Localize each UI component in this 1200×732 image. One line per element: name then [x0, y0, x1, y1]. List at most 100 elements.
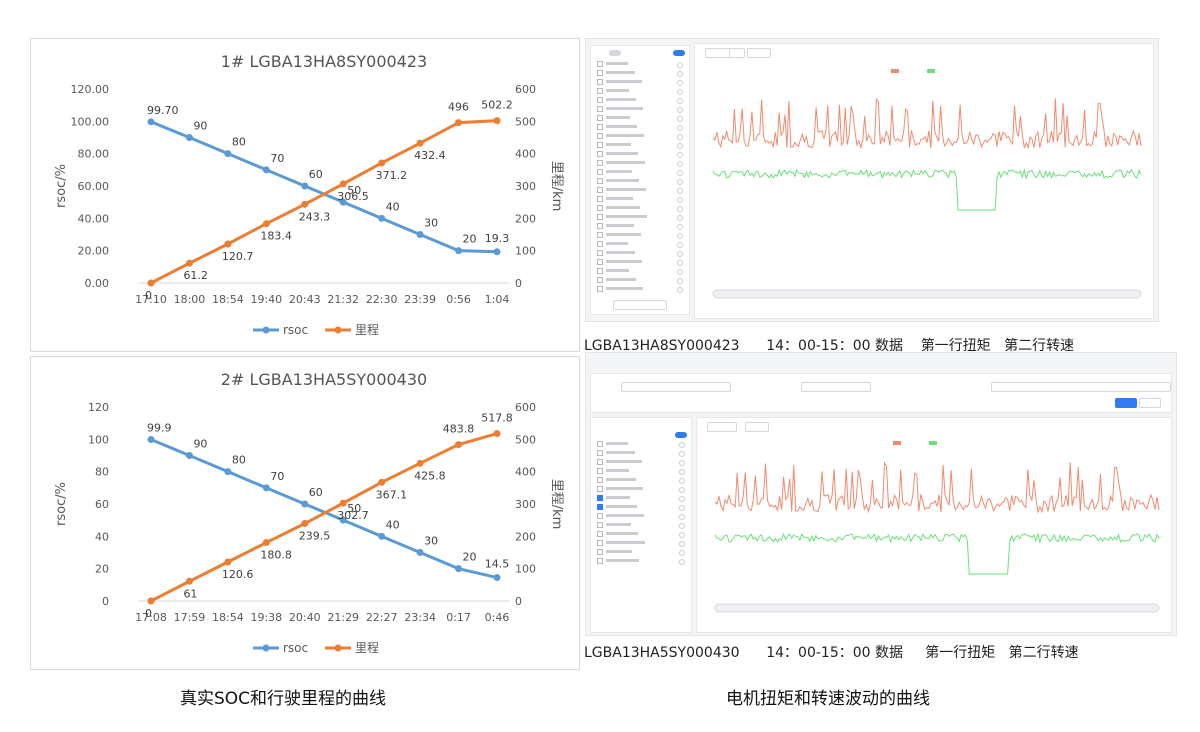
signal-row[interactable]	[591, 539, 691, 548]
gear-icon[interactable]	[677, 260, 683, 266]
signal-row[interactable]	[591, 503, 691, 512]
signal-row[interactable]	[591, 222, 689, 231]
checkbox-icon[interactable]	[597, 512, 603, 519]
checkbox-icon[interactable]	[597, 87, 603, 94]
checkbox-icon[interactable]	[597, 240, 603, 247]
checkbox-icon[interactable]	[597, 258, 603, 265]
signal-row[interactable]	[591, 168, 689, 177]
gear-icon[interactable]	[677, 116, 683, 122]
signal-row[interactable]	[591, 132, 689, 141]
gear-icon[interactable]	[677, 251, 683, 257]
signal-row[interactable]	[591, 258, 689, 267]
checkbox-icon[interactable]	[597, 168, 603, 175]
checkbox-icon[interactable]	[597, 440, 603, 447]
gear-icon[interactable]	[679, 496, 685, 502]
query-button[interactable]	[1115, 398, 1137, 408]
checkbox-icon[interactable]	[597, 78, 603, 85]
gear-icon[interactable]	[679, 442, 685, 448]
checkbox-icon[interactable]	[597, 222, 603, 229]
signal-row[interactable]	[591, 186, 689, 195]
gear-icon[interactable]	[679, 541, 685, 547]
gear-icon[interactable]	[677, 71, 683, 77]
mode-button[interactable]	[707, 422, 737, 432]
checkbox-icon[interactable]	[597, 467, 603, 474]
gear-icon[interactable]	[677, 152, 683, 158]
checkbox-icon[interactable]	[597, 476, 603, 483]
type-select[interactable]	[801, 382, 871, 392]
signal-row[interactable]	[591, 467, 691, 476]
gear-icon[interactable]	[677, 98, 683, 104]
signal-row[interactable]	[591, 78, 689, 87]
gear-icon[interactable]	[677, 170, 683, 176]
checkbox-icon[interactable]	[597, 204, 603, 211]
checkbox-icon[interactable]	[597, 276, 603, 283]
gear-icon[interactable]	[677, 233, 683, 239]
signal-row[interactable]	[591, 105, 689, 114]
signal-row[interactable]	[591, 141, 689, 150]
signal-row[interactable]	[591, 240, 689, 249]
signal-row[interactable]	[591, 123, 689, 132]
gear-icon[interactable]	[677, 80, 683, 86]
signal-row[interactable]	[591, 249, 689, 258]
gear-icon[interactable]	[679, 550, 685, 556]
checkbox-icon[interactable]	[597, 548, 603, 555]
gear-icon[interactable]	[677, 179, 683, 185]
checkbox-icon[interactable]	[597, 249, 603, 256]
checkbox-icon[interactable]	[597, 177, 603, 184]
gear-icon[interactable]	[679, 487, 685, 493]
signal-row[interactable]	[591, 159, 689, 168]
checkbox-icon[interactable]	[597, 114, 603, 121]
gear-icon[interactable]	[677, 143, 683, 149]
checkbox-icon[interactable]	[597, 141, 603, 148]
gear-icon[interactable]	[677, 224, 683, 230]
signal-row[interactable]	[591, 96, 689, 105]
gear-icon[interactable]	[677, 206, 683, 212]
menu-button[interactable]	[729, 48, 745, 58]
gear-icon[interactable]	[677, 287, 683, 293]
checkbox-icon[interactable]	[597, 69, 603, 76]
signal-row[interactable]	[591, 114, 689, 123]
checkbox-icon[interactable]	[597, 150, 603, 157]
gear-icon[interactable]	[677, 278, 683, 284]
checkbox-icon[interactable]	[597, 449, 603, 456]
tool-button[interactable]	[747, 48, 771, 58]
checkbox-icon[interactable]	[597, 213, 603, 220]
gear-icon[interactable]	[679, 559, 685, 565]
signal-row[interactable]	[591, 512, 691, 521]
checkbox-icon[interactable]	[597, 530, 603, 537]
checkbox-icon[interactable]	[597, 105, 603, 112]
gear-icon[interactable]	[679, 532, 685, 538]
gear-icon[interactable]	[679, 469, 685, 475]
checkbox-icon[interactable]	[597, 231, 603, 238]
gear-icon[interactable]	[679, 451, 685, 457]
checkbox-icon[interactable]	[597, 485, 603, 492]
checkbox-icon[interactable]	[597, 132, 603, 139]
signal-row[interactable]	[591, 458, 691, 467]
date-range-input[interactable]	[991, 382, 1171, 392]
gear-icon[interactable]	[677, 161, 683, 167]
signal-row[interactable]	[591, 69, 689, 78]
checkbox-icon[interactable]	[597, 503, 603, 510]
signal-row[interactable]	[591, 231, 689, 240]
checkbox-icon[interactable]	[597, 123, 603, 130]
checkbox-icon[interactable]	[597, 195, 603, 202]
gear-icon[interactable]	[677, 62, 683, 68]
checkbox-icon[interactable]	[597, 96, 603, 103]
gear-icon[interactable]	[677, 89, 683, 95]
vin-input[interactable]	[621, 382, 731, 392]
gear-icon[interactable]	[679, 523, 685, 529]
gear-icon[interactable]	[677, 242, 683, 248]
signal-row[interactable]	[591, 440, 691, 449]
signal-row[interactable]	[591, 267, 689, 276]
gear-icon[interactable]	[677, 125, 683, 131]
gear-icon[interactable]	[677, 107, 683, 113]
signal-row[interactable]	[591, 521, 691, 530]
checkbox-icon[interactable]	[597, 60, 603, 67]
toggle-icon[interactable]	[675, 432, 687, 438]
gear-icon[interactable]	[677, 269, 683, 275]
signal-row[interactable]	[591, 557, 691, 566]
signal-row[interactable]	[591, 213, 689, 222]
checkbox-icon[interactable]	[597, 521, 603, 528]
tool-button[interactable]	[745, 422, 769, 432]
checkbox-icon[interactable]	[597, 186, 603, 193]
